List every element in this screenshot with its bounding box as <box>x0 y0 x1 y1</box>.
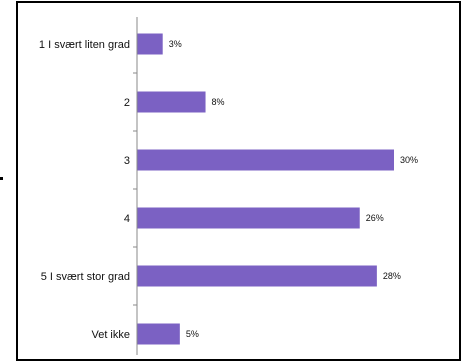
category-label: 3 <box>124 155 130 167</box>
category-label: Vet ikke <box>91 329 130 341</box>
category-label: 1 I svært liten grad <box>39 39 130 51</box>
edge-marker <box>0 177 3 180</box>
bar <box>137 265 377 287</box>
chart-frame <box>16 1 461 361</box>
bar <box>137 91 206 113</box>
bar <box>137 323 180 345</box>
bar <box>137 33 163 55</box>
axis-layer <box>133 17 138 355</box>
value-label: 8% <box>212 97 225 107</box>
value-label: 30% <box>400 155 418 165</box>
value-label: 3% <box>169 39 182 49</box>
category-label: 5 I svært stor grad <box>41 271 130 283</box>
value-label: 26% <box>366 213 384 223</box>
value-label: 5% <box>186 329 199 339</box>
bar <box>137 207 360 229</box>
bar <box>137 149 394 171</box>
bars-layer <box>137 33 394 345</box>
category-label: 4 <box>124 213 130 225</box>
labels-layer: 1 I svært liten grad 3%2 8%3 30%4 26%5 I svæ… <box>39 39 418 341</box>
value-label: 28% <box>383 271 401 281</box>
category-label: 2 <box>124 97 130 109</box>
